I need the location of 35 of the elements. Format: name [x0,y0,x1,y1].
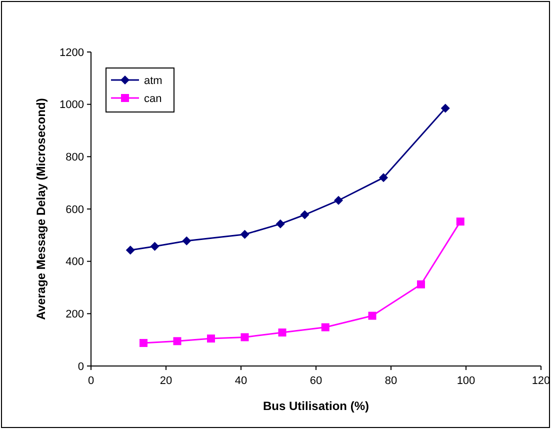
x-tick-label: 100 [456,375,476,387]
y-tick-label: 600 [66,204,84,216]
point [207,334,215,343]
y-tick-label: 800 [66,152,84,164]
point [173,337,182,346]
point [140,338,148,347]
legend-label: can [144,92,162,105]
y-tick-label: 400 [66,256,84,268]
point [368,312,376,320]
x-tick-label: 20 [160,375,172,387]
x-tick-label: 60 [310,375,322,387]
y-tick-label: 0 [78,360,84,373]
y-axis-title: Average Message Delay (Microsecond) [34,98,48,320]
point [440,104,450,113]
x-tick-label: 40 [234,375,248,387]
point [300,210,310,220]
point [417,280,425,288]
point [126,246,135,255]
point [321,323,330,332]
x-axis-title: Bus Utilisation (%) [262,399,370,413]
point [240,333,249,342]
point [150,242,160,251]
point [334,196,343,205]
point [278,328,286,337]
point [240,230,250,239]
point [379,173,388,182]
y-tick-label: 1000 [60,99,84,112]
point [182,236,192,246]
y-tick-label: 200 [66,308,84,321]
x-tick-label: 80 [384,375,398,387]
y-tick-label: 1200 [60,46,84,59]
x-tick-label: 0 [88,375,94,387]
legend-label: atm [144,74,162,87]
point [456,218,464,226]
point [276,219,285,228]
